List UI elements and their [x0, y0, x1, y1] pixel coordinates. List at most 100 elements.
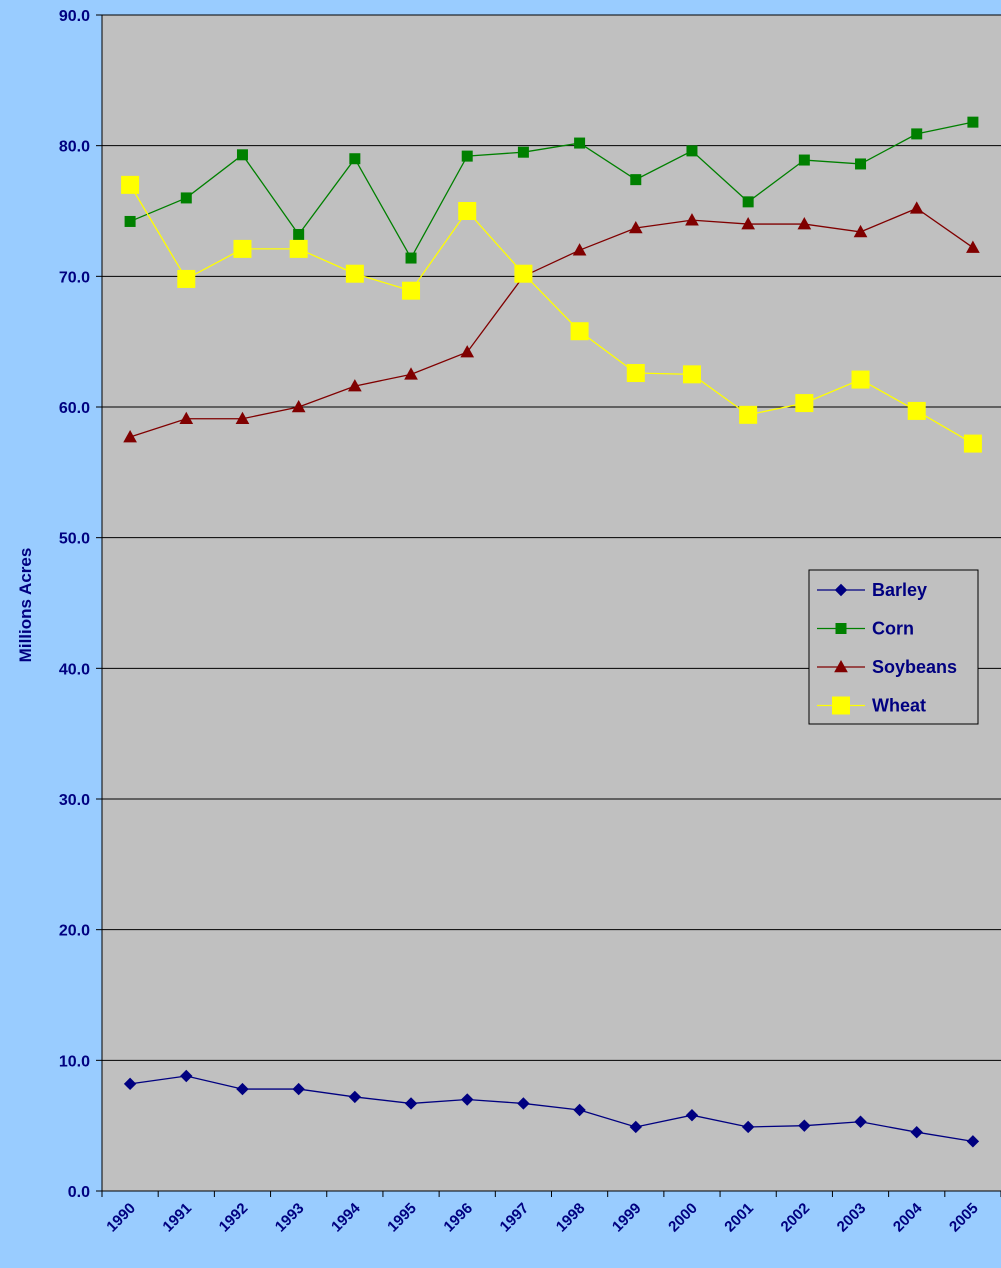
series-line-wheat: [129, 184, 974, 445]
data-point-barley: [236, 1082, 249, 1096]
data-point-barley: [798, 1119, 811, 1132]
series-line-barley: [130, 1075, 974, 1142]
x-tick-label: 1993: [272, 1200, 308, 1236]
data-point-wheat: [907, 401, 926, 420]
data-point-wheat: [514, 264, 533, 283]
x-tick-label: 1994: [328, 1199, 364, 1235]
legend: Barley Corn Soybeans Wheat: [808, 569, 979, 725]
data-point-barley: [741, 1120, 755, 1134]
data-point-barley: [123, 1077, 137, 1091]
y-axis-ticks: 0.0 10.0 20.0 30.0 40.0 50.0 60.0 70.0 80.0 90.0: [59, 8, 102, 1201]
data-point-wheat: [233, 239, 252, 258]
data-point-soybeans: [572, 243, 587, 256]
data-point-corn: [686, 145, 698, 157]
legend-label-wheat: Wheat: [872, 696, 926, 716]
legend-marker-wheat: [832, 696, 850, 715]
y-tick-label: 50.0: [59, 531, 90, 548]
data-point-corn: [236, 149, 248, 161]
data-point-corn: [180, 192, 192, 204]
data-point-corn: [967, 116, 979, 128]
data-point-soybeans: [628, 220, 643, 234]
data-point-wheat: [345, 264, 364, 283]
y-tick-label: 30.0: [59, 792, 90, 809]
series-wheat: [121, 175, 982, 453]
x-tick-label: 1991: [159, 1200, 195, 1236]
data-point-wheat: [851, 370, 870, 389]
data-point-soybeans: [741, 217, 756, 230]
x-tick-label: 1992: [216, 1200, 252, 1236]
data-point-barley: [910, 1125, 923, 1139]
data-point-soybeans: [347, 379, 362, 392]
legend-marker-soybeans: [834, 659, 848, 673]
y-tick-label: 90.0: [59, 8, 90, 25]
data-point-corn: [798, 154, 810, 166]
x-tick-label: 2003: [834, 1200, 870, 1236]
x-tick-label: 1995: [384, 1200, 420, 1236]
data-point-soybeans: [291, 399, 306, 413]
data-point-wheat: [963, 434, 982, 453]
data-point-wheat: [570, 322, 589, 341]
data-point-wheat: [626, 364, 645, 383]
x-tick-label: 2005: [946, 1200, 982, 1236]
legend-label-barley: Barley: [872, 580, 927, 600]
data-point-wheat: [458, 202, 477, 220]
data-point-corn: [911, 128, 923, 140]
data-point-barley: [629, 1120, 642, 1134]
data-point-wheat: [795, 394, 814, 413]
data-point-soybeans: [123, 430, 137, 443]
data-point-corn: [293, 229, 305, 241]
data-point-soybeans: [460, 345, 475, 358]
x-tick-label: 1990: [103, 1200, 139, 1236]
data-point-corn: [405, 252, 417, 264]
data-point-corn: [461, 150, 473, 162]
x-axis-ticks: 1990 1991 1992 1993 1994 1995 1996 1997 1998 1999…: [101, 1191, 1001, 1236]
data-point-soybeans: [853, 224, 868, 238]
legend-label-soybeans: Soybeans: [872, 657, 957, 677]
data-point-barley: [292, 1082, 305, 1096]
data-point-barley: [573, 1103, 586, 1117]
y-tick-label: 60.0: [59, 400, 90, 417]
x-tick-label: 2002: [778, 1200, 814, 1236]
data-point-corn: [517, 146, 529, 158]
data-point-barley: [348, 1090, 362, 1104]
y-tick-label: 0.0: [68, 1184, 90, 1201]
x-tick-label: 2004: [890, 1199, 926, 1235]
data-point-corn: [742, 196, 754, 208]
data-point-barley: [404, 1097, 418, 1110]
data-point-corn: [349, 153, 361, 165]
series-barley: [123, 1069, 980, 1148]
data-point-wheat: [289, 239, 308, 258]
x-tick-label: 1999: [609, 1200, 645, 1236]
data-point-wheat: [682, 365, 701, 384]
data-point-barley: [854, 1115, 867, 1128]
data-point-barley: [180, 1069, 193, 1083]
legend-marker-barley: [834, 583, 848, 597]
data-point-barley: [685, 1109, 699, 1122]
data-point-soybeans: [685, 213, 699, 226]
series-corn: [124, 116, 979, 264]
y-tick-label: 10.0: [59, 1053, 90, 1070]
gridlines: [102, 14, 1001, 1061]
x-tick-label: 2000: [665, 1200, 701, 1236]
data-point-barley: [517, 1097, 530, 1110]
x-tick-label: 1998: [553, 1200, 589, 1236]
data-point-barley: [461, 1093, 474, 1106]
series-layer: [121, 116, 982, 1148]
data-point-corn: [574, 137, 586, 149]
data-point-soybeans: [909, 201, 924, 214]
series-line-corn: [129, 121, 974, 260]
y-tick-label: 20.0: [59, 923, 90, 940]
data-point-corn: [855, 158, 867, 170]
y-tick-label: 70.0: [59, 269, 90, 286]
series-soybeans: [123, 201, 980, 443]
data-point-wheat: [739, 405, 758, 424]
x-tick-label: 1997: [497, 1200, 533, 1236]
data-point-soybeans: [966, 240, 980, 253]
axes: [101, 15, 1001, 1192]
y-tick-label: 80.0: [59, 139, 90, 156]
legend-marker-corn: [835, 623, 847, 634]
data-point-soybeans: [797, 217, 812, 230]
data-point-barley: [966, 1135, 980, 1148]
series-line-soybeans: [129, 207, 974, 438]
